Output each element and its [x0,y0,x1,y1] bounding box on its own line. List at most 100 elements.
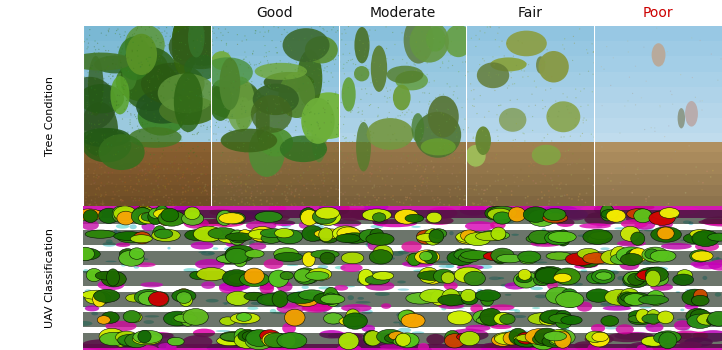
Point [484,199,496,204]
Point [256,197,267,203]
Ellipse shape [245,333,273,350]
Point [221,72,232,78]
Point [261,153,272,158]
Point [563,195,575,201]
Bar [466,84,594,103]
Ellipse shape [217,336,243,346]
Point [79,39,90,44]
Point [336,100,347,105]
Ellipse shape [563,279,570,284]
Point [334,59,345,65]
Ellipse shape [627,209,651,219]
Point [322,188,334,194]
Bar [211,185,339,196]
Point [163,181,175,187]
Point [433,127,445,132]
Point [547,182,558,188]
Point [639,127,651,132]
Ellipse shape [274,252,303,261]
Point [256,181,268,187]
Point [326,178,338,184]
Ellipse shape [562,233,574,236]
Ellipse shape [113,205,152,217]
Point [638,170,649,176]
Ellipse shape [97,280,124,290]
Point [406,197,417,203]
Point [498,53,510,59]
Point [297,63,309,69]
Ellipse shape [90,274,100,277]
Point [334,126,346,132]
Point [301,63,313,69]
Point [95,30,107,36]
Ellipse shape [278,294,282,298]
Point [443,142,455,147]
Ellipse shape [158,343,176,350]
Ellipse shape [625,250,642,265]
Point [486,60,497,65]
Point [232,201,244,206]
Point [119,134,131,139]
Point [173,29,184,35]
Point [447,153,458,159]
Point [124,34,136,39]
Ellipse shape [509,328,527,344]
Point [344,50,355,56]
Point [234,168,245,173]
Point [451,174,462,179]
Point [279,27,290,33]
Point [539,135,550,141]
Point [292,174,303,180]
Point [277,131,288,136]
Point [272,85,284,90]
Point [234,167,245,173]
Ellipse shape [212,51,232,70]
Point [435,25,447,30]
Point [264,116,275,121]
Point [91,202,103,208]
Ellipse shape [657,227,674,240]
Point [118,92,129,98]
Point [253,117,264,122]
Point [292,26,303,32]
Point [365,178,376,184]
Point [161,50,173,55]
Bar [211,54,339,72]
Point [87,63,98,69]
Ellipse shape [238,330,258,342]
Point [118,154,129,159]
Point [206,48,217,54]
Ellipse shape [448,311,472,325]
Point [231,160,243,166]
Point [207,25,219,31]
Ellipse shape [181,212,204,225]
Point [271,61,282,66]
Point [196,118,207,124]
Point [178,172,189,177]
Point [140,171,152,176]
Ellipse shape [155,229,173,238]
Point [386,153,397,159]
Point [82,70,94,76]
Point [196,40,208,46]
Point [100,48,111,53]
Point [180,78,192,83]
Point [256,72,268,78]
Ellipse shape [216,330,230,332]
Ellipse shape [466,145,486,167]
Point [261,107,273,112]
Point [339,160,351,165]
Point [333,122,344,127]
Point [635,95,647,100]
Point [198,52,209,58]
Point [206,37,218,42]
Point [238,57,249,62]
Point [452,95,464,101]
Point [111,99,123,105]
Point [605,178,617,184]
Ellipse shape [577,302,592,312]
Ellipse shape [406,253,425,265]
Text: Poor: Poor [643,6,674,20]
Ellipse shape [642,247,669,262]
Bar [466,185,594,196]
